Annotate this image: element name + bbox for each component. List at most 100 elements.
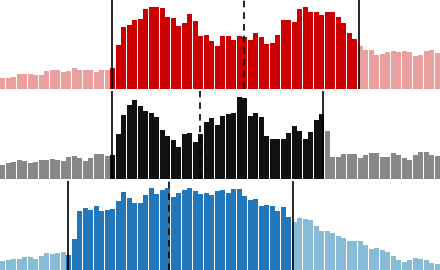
Bar	[303, 6, 308, 89]
Bar	[347, 154, 352, 179]
Bar	[77, 70, 82, 89]
Bar	[385, 252, 390, 270]
Bar	[259, 117, 264, 179]
Bar	[44, 160, 49, 179]
Bar	[182, 134, 187, 179]
Bar	[149, 113, 154, 179]
Bar	[22, 74, 27, 89]
Bar	[275, 35, 280, 89]
Bar	[154, 6, 159, 89]
Bar	[385, 157, 390, 179]
Bar	[94, 72, 99, 89]
Bar	[11, 259, 16, 270]
Bar	[160, 8, 165, 89]
Bar	[275, 211, 280, 270]
Bar	[413, 258, 418, 270]
Bar	[275, 139, 280, 179]
Bar	[193, 21, 198, 89]
Bar	[380, 54, 385, 89]
Bar	[132, 100, 137, 179]
Bar	[264, 136, 269, 179]
Bar	[110, 208, 115, 270]
Bar	[50, 254, 55, 270]
Bar	[385, 52, 390, 89]
Bar	[396, 260, 401, 270]
Bar	[165, 188, 170, 270]
Bar	[237, 97, 242, 179]
Bar	[160, 190, 165, 270]
Bar	[50, 69, 55, 89]
Bar	[193, 191, 198, 270]
Bar	[171, 140, 176, 179]
Bar	[435, 53, 440, 89]
Bar	[6, 260, 11, 270]
Bar	[308, 220, 313, 270]
Bar	[204, 193, 209, 270]
Bar	[391, 256, 396, 270]
Bar	[66, 255, 71, 270]
Bar	[99, 211, 104, 270]
Bar	[215, 125, 220, 179]
Bar	[209, 41, 214, 89]
Bar	[435, 156, 440, 179]
Bar	[380, 157, 385, 179]
Bar	[121, 114, 126, 179]
Bar	[374, 153, 379, 179]
Bar	[171, 18, 176, 89]
Bar	[209, 118, 214, 179]
Bar	[55, 253, 60, 270]
Bar	[281, 139, 286, 179]
Bar	[281, 20, 286, 89]
Bar	[61, 72, 66, 89]
Bar	[429, 50, 434, 89]
Bar	[281, 207, 286, 270]
Bar	[165, 17, 170, 89]
Bar	[336, 17, 341, 89]
Bar	[363, 155, 368, 179]
Bar	[270, 139, 275, 179]
Bar	[88, 70, 93, 89]
Bar	[176, 193, 181, 270]
Bar	[253, 199, 258, 270]
Bar	[264, 43, 269, 89]
Bar	[6, 78, 11, 89]
Bar	[237, 36, 242, 89]
Bar	[83, 161, 88, 179]
Bar	[220, 36, 225, 89]
Bar	[407, 160, 412, 179]
Bar	[352, 39, 357, 89]
Bar	[226, 114, 231, 179]
Bar	[418, 259, 423, 270]
Bar	[116, 201, 121, 270]
Bar	[407, 52, 412, 89]
Bar	[292, 22, 297, 89]
Bar	[352, 241, 357, 270]
Bar	[341, 154, 346, 179]
Bar	[204, 122, 209, 179]
Bar	[44, 253, 49, 270]
Bar	[330, 233, 335, 270]
Bar	[66, 157, 71, 179]
Bar	[127, 198, 132, 270]
Bar	[374, 55, 379, 89]
Bar	[72, 239, 77, 270]
Bar	[259, 36, 264, 89]
Bar	[358, 46, 363, 89]
Bar	[253, 113, 258, 179]
Bar	[99, 154, 104, 179]
Bar	[105, 156, 110, 179]
Bar	[319, 15, 324, 89]
Bar	[17, 160, 22, 179]
Bar	[138, 203, 143, 270]
Bar	[160, 130, 165, 179]
Bar	[22, 257, 27, 270]
Bar	[204, 35, 209, 89]
Bar	[242, 196, 247, 270]
Bar	[336, 236, 341, 270]
Bar	[28, 163, 33, 179]
Bar	[248, 40, 253, 89]
Bar	[369, 153, 374, 179]
Bar	[297, 9, 302, 89]
Bar	[121, 193, 126, 270]
Bar	[116, 134, 121, 179]
